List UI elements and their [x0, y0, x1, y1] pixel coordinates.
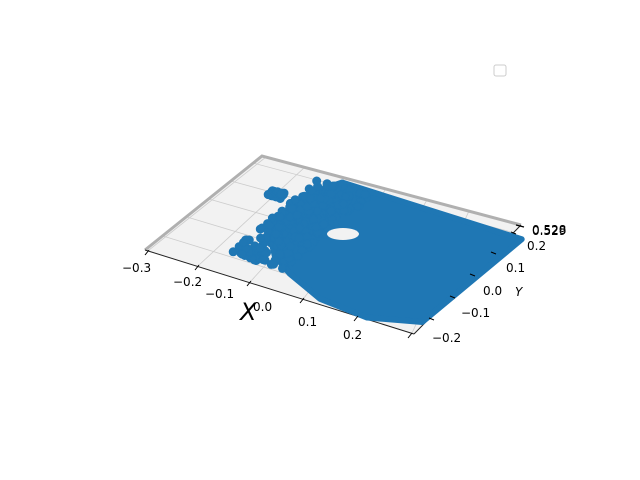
scatter-point [275, 249, 285, 259]
y-tick-mark [469, 273, 476, 277]
scatter-point [312, 176, 322, 186]
grid-line-x [198, 166, 306, 266]
scatter-series [228, 176, 525, 325]
scatter-point [297, 245, 307, 255]
y-tick-label: −0.2 [432, 331, 461, 345]
x-tick-mark [194, 264, 200, 271]
scatter-point [237, 249, 247, 259]
scatter-point [352, 202, 362, 211]
x-axis-label: X [238, 298, 257, 326]
scatter-point [271, 229, 281, 239]
scatter-point [326, 189, 336, 199]
x-tick-mark [144, 249, 150, 256]
y-tick-mark [490, 251, 497, 255]
x-tick-mark [353, 315, 359, 322]
scatter-point [265, 220, 275, 230]
scatter-point [255, 243, 265, 253]
y-tick-mark [510, 231, 517, 235]
grid-line-x [148, 156, 267, 251]
scatter-point [278, 263, 287, 273]
scatter-point [258, 255, 268, 265]
scatter-point [292, 210, 302, 220]
x-tick-label: 0.1 [298, 315, 317, 329]
y-tick-label: 0.0 [483, 284, 502, 298]
y-ticks [428, 231, 517, 321]
x-ticks [144, 249, 413, 339]
scatter-point [328, 181, 337, 191]
scatter-point [256, 233, 266, 243]
scatter-point [287, 204, 297, 213]
legend-box [493, 64, 507, 77]
y-tick-label: 0.1 [506, 261, 525, 275]
y-tick-label: −0.1 [461, 306, 490, 320]
pane-edge-left [144, 154, 522, 252]
y-tick-mark [428, 317, 435, 321]
scatter-point [228, 247, 238, 257]
scatter-point [360, 190, 370, 199]
scatter-point [269, 259, 279, 269]
z-tick-mark [515, 224, 525, 228]
x-tick-mark [299, 297, 305, 304]
scatter-point [294, 233, 304, 243]
scatter-point [338, 199, 348, 209]
z-tick-label: 0.528 [532, 223, 566, 237]
x-tick-mark [246, 280, 252, 287]
scatter-point [290, 195, 300, 205]
y-tick-mark [449, 295, 456, 299]
scatter-point [302, 239, 312, 249]
x-tick-label: −0.3 [122, 261, 151, 275]
scatter-point [316, 193, 326, 203]
x-tick-mark [407, 332, 413, 339]
scatter-point [326, 206, 336, 216]
x-tick-label: −0.2 [173, 275, 202, 289]
x-tick-label: 0.2 [343, 328, 362, 342]
scatter-point [319, 219, 329, 229]
scatter-point [274, 236, 284, 246]
y-tick-label: 0.2 [527, 239, 546, 253]
z-tick-label: 0.529 [532, 224, 566, 238]
x-tick-label: −0.1 [205, 287, 234, 301]
scatter-point [309, 214, 318, 224]
scatter-point [239, 238, 248, 248]
data-hole [327, 228, 359, 240]
scatter-point [276, 189, 286, 199]
scatter-point [267, 213, 277, 223]
y-axis-label: Y [515, 285, 524, 299]
x-tick-label: 0.0 [253, 300, 272, 314]
scatter-point [302, 202, 312, 212]
scatter-point [302, 232, 312, 242]
scatter-point [311, 222, 321, 232]
scatter-point [285, 241, 295, 251]
scatter-point [305, 194, 315, 204]
scatter-point [307, 186, 317, 196]
